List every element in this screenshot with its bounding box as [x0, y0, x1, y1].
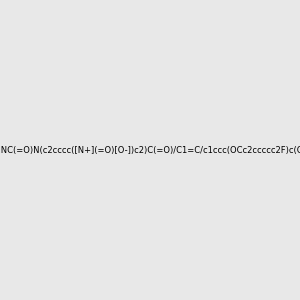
- Text: O=C1NC(=O)N(c2cccc([N+](=O)[O-])c2)C(=O)/C1=C/c1ccc(OCc2ccccc2F)c(OC)c1: O=C1NC(=O)N(c2cccc([N+](=O)[O-])c2)C(=O)…: [0, 146, 300, 154]
